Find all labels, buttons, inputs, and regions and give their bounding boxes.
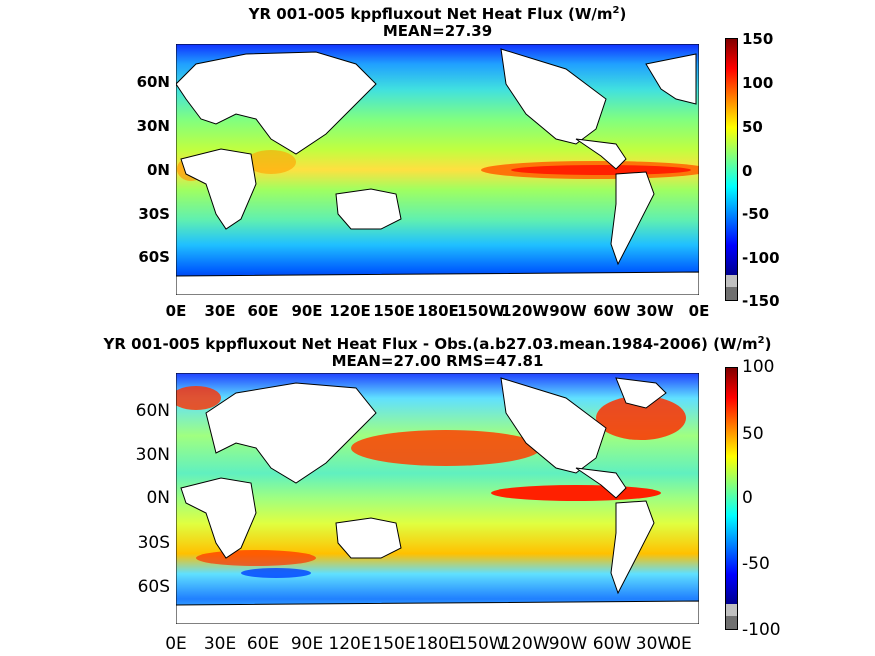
panel1-colorbar	[725, 38, 738, 301]
panel2-cbar-tick: -50	[742, 554, 770, 574]
panel2-title-close: )	[764, 335, 772, 353]
panel1-title: YR 001-005 kppfluxout Net Heat Flux (W/m…	[0, 2, 875, 23]
panel2-cbar-tick: 0	[742, 488, 753, 508]
panel2-map-svg	[176, 373, 699, 624]
panel1-xtick: 180E	[417, 302, 459, 320]
panel2-colorbar	[725, 367, 738, 630]
panel2-xtick: 90W	[548, 634, 588, 654]
panel2-xtick: 150W	[456, 634, 506, 654]
panel1-ytick: 60S	[138, 248, 170, 266]
panel2-xtick: 180E	[416, 634, 460, 654]
panel2-colorbar-ice	[726, 604, 737, 616]
panel1-cbar-tick: 150	[742, 30, 774, 48]
panel1-map	[176, 44, 699, 295]
panel2-title-sup: 2	[757, 335, 765, 346]
panel2-xtick: 120E	[328, 634, 372, 654]
panel2-land	[176, 377, 699, 624]
panel1-xtick: 150E	[373, 302, 415, 320]
panel1-mean: MEAN=27.39	[382, 22, 493, 40]
panel1-xtick: 120E	[329, 302, 371, 320]
panel2-title-text: YR 001-005 kppfluxout Net Heat Flux - Ob…	[103, 335, 758, 353]
panel2-map	[176, 373, 699, 624]
panel2-ytick: 60S	[137, 577, 170, 597]
panel1-ytick: 60N	[136, 73, 170, 91]
panel1-land	[176, 48, 699, 295]
panel1-cbar-tick: -50	[742, 205, 770, 223]
panel1-cbar-tick: 0	[742, 162, 753, 180]
panel2-nordic-warm	[176, 386, 221, 410]
panel1-xtick: 60W	[593, 302, 631, 320]
panel1-title-close: )	[619, 5, 627, 23]
panel1-xtick: 30W	[636, 302, 674, 320]
panel1-xtick: 120W	[501, 302, 549, 320]
panel2-ytick: 0N	[146, 488, 170, 508]
panel1-map-svg	[176, 44, 699, 295]
panel2-xticks: 0E 30E 60E 90E 120E 150E 180E 150W 120W …	[165, 634, 699, 654]
panel2-xtick: 30E	[203, 634, 237, 654]
panel2-gulfstream-warm	[596, 396, 686, 440]
panel2-stats: MEAN=27.00 RMS=47.81	[331, 352, 544, 370]
panel1-cbar-tick: -100	[742, 249, 780, 267]
panel1-cbar-tick: 50	[742, 118, 763, 136]
panel2-xtick: 120W	[500, 634, 550, 654]
panel2-cbar-tick: 100	[742, 357, 775, 377]
panel2-colorbar-undef	[726, 616, 737, 629]
panel1-xtick: 150W	[457, 302, 505, 320]
panel2-xtick: 30W	[635, 634, 675, 654]
panel1-xticks: 0E 30E 60E 90E 120E 150E 180E 150W 120W …	[166, 302, 710, 322]
panel1-xtick: 60E	[247, 302, 279, 320]
panel2-xtick: 60W	[592, 634, 632, 654]
panel1-xtick: 0E	[165, 302, 187, 320]
panel1-title-sup: 2	[612, 5, 620, 16]
panel2-xtick: 150E	[372, 634, 416, 654]
panel2-cbar-tick: -100	[742, 620, 781, 640]
panel2-kuroshio-warm	[351, 430, 541, 466]
panel1-cbar-tick: -150	[742, 292, 780, 310]
panel1-ytick: 30N	[136, 117, 170, 135]
panel2-xtick: 0E	[670, 634, 692, 654]
panel1-xtick: 90W	[549, 302, 587, 320]
panel2-colorbar-gradient	[726, 368, 737, 604]
panel1-title-text: YR 001-005 kppfluxout Net Heat Flux (W/m	[248, 5, 613, 23]
panel1-cbar-tick: 100	[742, 74, 774, 92]
panel1-equatorial-core	[511, 165, 691, 175]
panel2-xtick: 60E	[246, 634, 280, 654]
panel2-ytick: 30N	[135, 445, 170, 465]
panel1-colorbar-undef	[726, 287, 737, 300]
panel1-colorbar-ice	[726, 275, 737, 287]
panel2-xtick: 0E	[165, 634, 187, 654]
panel2-southern-warm	[196, 550, 316, 566]
panel2-equatorial-warm	[491, 485, 661, 501]
panel1-xtick: 90E	[291, 302, 323, 320]
panel1-xtick: 0E	[688, 302, 710, 320]
panel2-title: YR 001-005 kppfluxout Net Heat Flux - Ob…	[0, 332, 875, 353]
panel1-indian-warm	[246, 150, 296, 174]
panel2-ytick: 30S	[137, 533, 170, 553]
panel2-xtick: 90E	[290, 634, 324, 654]
panel2-southern-cold	[241, 568, 311, 578]
panel1-colorbar-gradient	[726, 39, 737, 275]
panel1-ytick: 30S	[138, 205, 170, 223]
panel2-ytick: 60N	[135, 401, 170, 421]
panel1-xtick: 30E	[204, 302, 236, 320]
panel2-cbar-tick: 50	[742, 424, 764, 444]
panel1-ytick: 0N	[147, 161, 170, 179]
